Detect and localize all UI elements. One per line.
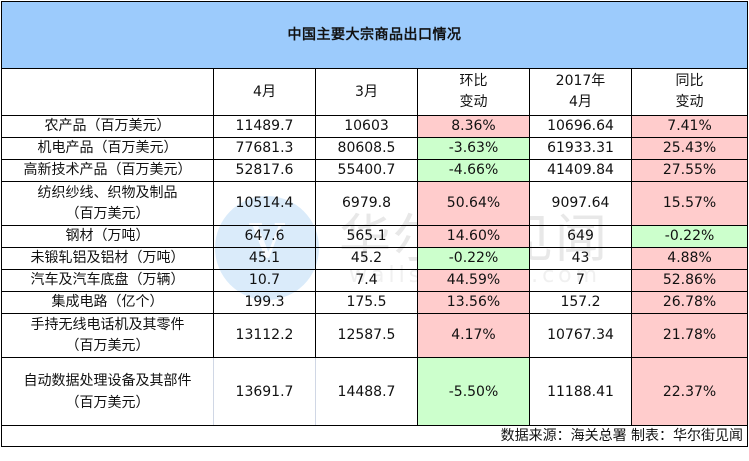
cell-mom: -3.63% xyxy=(417,137,530,160)
cell-april: 13112.2 xyxy=(213,313,316,358)
table-row: 纺织纱线、织物及制品 （百万美元） 10514.4 6979.8 50.64% 9… xyxy=(1,181,749,226)
table-row: 未锻轧铝及铝材（万吨） 45.1 45.2 -0.22% 43 4.88% xyxy=(1,247,749,270)
cell-march: 80608.5 xyxy=(315,137,418,160)
row-label: 集成电路（亿个） xyxy=(1,291,214,314)
cell-yoy: 4.88% xyxy=(630,247,749,270)
cell-april-2017: 11188.41 xyxy=(529,357,632,426)
header-yoy-line2: 变动 xyxy=(675,94,704,110)
cell-march: 12587.5 xyxy=(315,313,418,358)
footer-row: 数据来源：海关总署 制表：华尔街见闻 xyxy=(0,425,749,447)
row-label: 未锻轧铝及铝材（万吨） xyxy=(1,247,214,270)
header-item xyxy=(1,68,214,116)
row-label-line2: （百万美元） xyxy=(65,205,150,222)
cell-yoy: 7.41% xyxy=(630,115,749,138)
header-mom-line1: 环比 xyxy=(459,73,488,89)
cell-march: 10603 xyxy=(315,115,418,138)
cell-april: 10514.4 xyxy=(213,181,316,226)
cell-yoy: 22.37% xyxy=(630,357,749,426)
cell-mom: -4.66% xyxy=(417,159,530,182)
cell-mom: 50.64% xyxy=(417,181,530,226)
cell-april-2017: 10696.64 xyxy=(529,115,632,138)
cell-april: 52817.6 xyxy=(213,159,316,182)
row-label: 农产品（百万美元） xyxy=(1,115,214,138)
cell-april: 77681.3 xyxy=(213,137,316,160)
row-label-line1: 自动数据处理设备及其部件 xyxy=(23,372,192,389)
table-row: 集成电路（亿个） 199.3 175.5 13.56% 157.2 26.78% xyxy=(1,291,749,314)
cell-mom: 13.56% xyxy=(417,291,530,314)
cell-april-2017: 41409.84 xyxy=(529,159,632,182)
row-label: 高新技术产品（百万美元） xyxy=(1,159,214,182)
header-apr2017-line2: 4月 xyxy=(569,94,592,110)
row-label: 机电产品（百万美元） xyxy=(1,137,214,160)
header-mom-line2: 变动 xyxy=(459,94,488,110)
cell-march: 14488.7 xyxy=(315,357,418,426)
table-row: 手持无线电话机及其零件 （百万美元） 13112.2 12587.5 4.17% … xyxy=(1,313,749,358)
cell-mom: 8.36% xyxy=(417,115,530,138)
row-label: 手持无线电话机及其零件 （百万美元） xyxy=(1,313,214,358)
table-row: 机电产品（百万美元） 77681.3 80608.5 -3.63% 61933.… xyxy=(1,137,749,160)
cell-yoy: -0.22% xyxy=(630,225,749,248)
cell-yoy: 52.86% xyxy=(630,269,749,292)
cell-april: 647.6 xyxy=(213,225,316,248)
table-row: 自动数据处理设备及其部件 （百万美元） 13691.7 14488.7 -5.50… xyxy=(1,357,749,426)
row-label: 钢材（万吨） xyxy=(1,225,214,248)
header-mom-change: 环比 变动 xyxy=(417,68,530,116)
row-label-line1: 手持无线电话机及其零件 xyxy=(30,316,185,333)
row-label: 纺织纱线、织物及制品 （百万美元） xyxy=(1,181,214,226)
cell-yoy: 26.78% xyxy=(630,291,749,314)
row-label: 自动数据处理设备及其部件 （百万美元） xyxy=(1,357,214,426)
cell-mom: -5.50% xyxy=(417,357,530,426)
cell-yoy: 15.57% xyxy=(630,181,749,226)
header-yoy-line1: 同比 xyxy=(675,73,704,89)
cell-mom: -0.22% xyxy=(417,247,530,270)
header-march: 3月 xyxy=(315,68,418,116)
cell-april-2017: 157.2 xyxy=(529,291,632,314)
cell-march: 7.4 xyxy=(315,269,418,292)
cell-april-2017: 9097.64 xyxy=(529,181,632,226)
cell-march: 55400.7 xyxy=(315,159,418,182)
row-label-line2: （百万美元） xyxy=(65,337,150,354)
cell-march: 175.5 xyxy=(315,291,418,314)
cell-march: 45.2 xyxy=(315,247,418,270)
cell-yoy: 25.43% xyxy=(630,137,749,160)
cell-mom: 4.17% xyxy=(417,313,530,358)
cell-yoy: 27.55% xyxy=(630,159,749,182)
cell-april-2017: 649 xyxy=(529,225,632,248)
cell-march: 6979.8 xyxy=(315,181,418,226)
cell-april-2017: 7 xyxy=(529,269,632,292)
cell-april: 11489.7 xyxy=(213,115,316,138)
header-april: 4月 xyxy=(213,68,316,116)
cell-april: 10.7 xyxy=(213,269,316,292)
cell-april: 45.1 xyxy=(213,247,316,270)
cell-april: 13691.7 xyxy=(213,357,316,426)
table-row: 钢材（万吨） 647.6 565.1 14.60% 649 -0.22% xyxy=(1,225,749,248)
cell-april-2017: 10767.34 xyxy=(529,313,632,358)
row-label-line1: 纺织纱线、织物及制品 xyxy=(37,184,178,201)
row-label: 汽车及汽车底盘（万辆） xyxy=(1,269,214,292)
table-row: 汽车及汽车底盘（万辆） 10.7 7.4 44.59% 7 52.86% xyxy=(1,269,749,292)
cell-yoy: 21.78% xyxy=(630,313,749,358)
cell-mom: 44.59% xyxy=(417,269,530,292)
cell-april-2017: 43 xyxy=(529,247,632,270)
cell-april: 199.3 xyxy=(213,291,316,314)
cell-mom: 14.60% xyxy=(417,225,530,248)
header-april-2017: 2017年 4月 xyxy=(529,68,632,116)
table-title: 中国主要大宗商品出口情况 xyxy=(0,1,749,69)
row-label-line2: （百万美元） xyxy=(65,394,150,411)
table-row: 农产品（百万美元） 11489.7 10603 8.36% 10696.64 7… xyxy=(1,115,749,138)
header-apr2017-line1: 2017年 xyxy=(555,73,606,89)
table-row: 高新技术产品（百万美元） 52817.6 55400.7 -4.66% 4140… xyxy=(1,159,749,182)
export-table: 中国主要大宗商品出口情况 4月 3月 环比变动 2017年 4月 同比变动 农产品… xyxy=(0,1,749,447)
cell-april-2017: 61933.31 xyxy=(529,137,632,160)
header-yoy-change: 同比 变动 xyxy=(630,68,749,116)
cell-march: 565.1 xyxy=(315,225,418,248)
source-footnote: 数据来源：海关总署 制表：华尔街见闻 xyxy=(0,425,749,447)
header-row: 4月 3月 环比变动 2017年 4月 同比变动 xyxy=(1,68,749,116)
